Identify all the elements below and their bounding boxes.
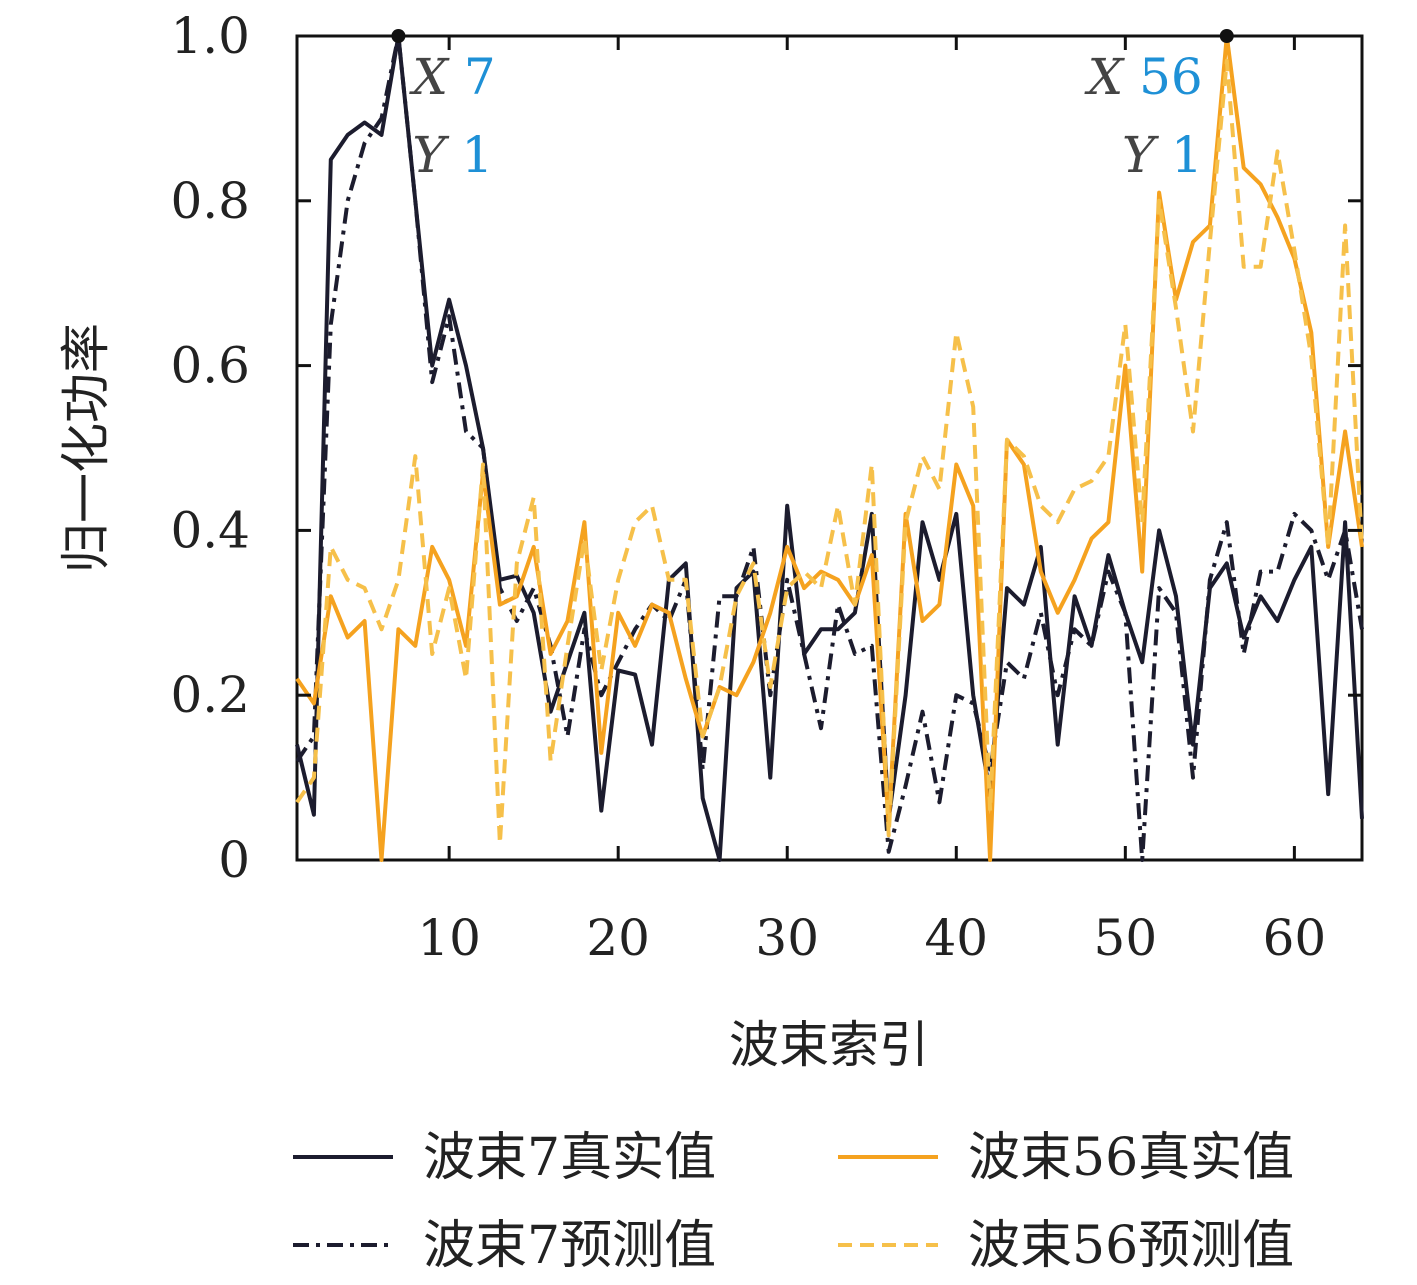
x-tick-label: 10 [417, 909, 481, 967]
ticks-layer: 10 20 30 40 50 60 0 0.2 0.4 0.6 0.8 1.0 [170, 7, 1362, 967]
y-axis-title: 归一化功率 [57, 323, 115, 573]
series-line-2 [295, 34, 1364, 862]
annotation-layer: X 7Y 1X 56Y 1 [391, 29, 1234, 184]
x-tick-label: 20 [586, 909, 650, 967]
datatip-x-value: 7 [464, 48, 496, 106]
datatip-marker [391, 29, 406, 43]
datatip-x-key: X [408, 48, 464, 106]
series-line-1 [295, 34, 1364, 862]
datatip-x-line: X 56 [1084, 48, 1203, 106]
y-tick-label: 0 [218, 831, 250, 889]
datatip-x-value: 56 [1139, 48, 1203, 106]
datatip-x-line: X 7 [408, 48, 495, 106]
datatip-y-key: Y [412, 126, 461, 184]
y-tick-label: 0.8 [170, 172, 250, 230]
datatip-y-line: Y 1 [1122, 126, 1203, 184]
x-axis-title: 波束索引 [729, 1016, 929, 1074]
series-layer [295, 34, 1364, 862]
legend-label: 波束56预测值 [968, 1216, 1294, 1276]
legend-label: 波束56真实值 [968, 1128, 1294, 1188]
y-tick-label: 0.2 [170, 666, 250, 724]
series-line-4 [295, 58, 1364, 846]
x-tick-label: 40 [924, 909, 988, 967]
datatip-y-value: 1 [461, 126, 493, 184]
datatip-y-value: 1 [1171, 126, 1203, 184]
datatip-x-key: X [1084, 48, 1140, 106]
y-tick-label: 0.6 [170, 337, 250, 395]
x-tick-label: 30 [755, 909, 819, 967]
y-tick-label: 1.0 [170, 7, 250, 65]
datatip-marker [1219, 29, 1234, 43]
legend-label: 波束7真实值 [423, 1128, 716, 1188]
x-tick-label: 50 [1094, 909, 1158, 967]
y-tick-label: 0.4 [170, 501, 250, 559]
x-tick-label: 60 [1263, 909, 1327, 967]
datatip-y-key: Y [1122, 126, 1171, 184]
legend-label: 波束7预测值 [423, 1216, 716, 1276]
datatip-y-line: Y 1 [412, 126, 493, 184]
plot-frame [295, 34, 1364, 862]
